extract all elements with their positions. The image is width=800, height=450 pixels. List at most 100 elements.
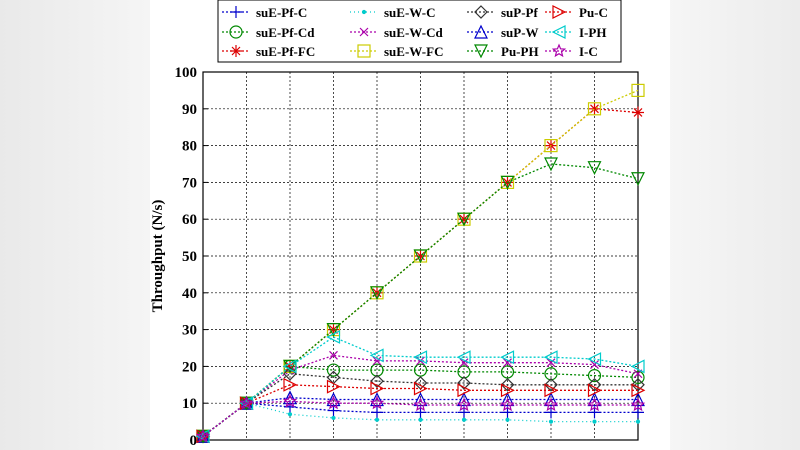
data-point bbox=[195, 428, 211, 443]
legend-label: I-C bbox=[579, 44, 598, 59]
y-tick-label: 70 bbox=[182, 175, 197, 191]
data-point bbox=[414, 250, 427, 262]
data-point bbox=[631, 83, 645, 98]
data-point bbox=[631, 383, 646, 398]
data-point bbox=[631, 392, 645, 407]
data-point bbox=[587, 352, 602, 367]
legend-swatch-marker bbox=[229, 25, 243, 39]
data-point bbox=[500, 175, 515, 190]
data-point bbox=[543, 397, 559, 412]
legend-swatch-marker bbox=[359, 27, 369, 37]
y-tick-label: 20 bbox=[182, 359, 197, 375]
data-point bbox=[500, 392, 515, 407]
series-line bbox=[202, 402, 638, 437]
y-tick-label: 60 bbox=[182, 212, 197, 228]
data-point bbox=[500, 365, 515, 379]
data-point bbox=[413, 249, 428, 264]
legend-entry: suE-Pf-FC bbox=[222, 44, 315, 59]
background-right bbox=[650, 0, 800, 450]
legend-swatch-marker bbox=[361, 9, 367, 15]
data-point bbox=[370, 374, 384, 388]
legend-label: suP-W bbox=[501, 25, 539, 40]
data-point bbox=[543, 350, 558, 365]
data-point bbox=[326, 329, 341, 344]
legend-swatch-marker bbox=[230, 6, 242, 18]
legend-entry: suE-W-FC bbox=[350, 44, 443, 59]
data-point bbox=[374, 417, 380, 422]
series-suE-W-C bbox=[200, 401, 641, 439]
data-point bbox=[544, 157, 558, 172]
data-point bbox=[457, 376, 471, 390]
legend-label: suE-Pf-C bbox=[256, 5, 307, 20]
legend-entry: suP-W bbox=[467, 24, 539, 40]
data-point bbox=[631, 172, 645, 187]
data-point bbox=[369, 348, 384, 363]
legend-label: suE-W-FC bbox=[384, 44, 443, 59]
legend-label: suP-Pf bbox=[501, 5, 539, 20]
data-point bbox=[326, 363, 341, 377]
data-point bbox=[635, 419, 641, 424]
legend-entry: suP-Pf bbox=[467, 5, 539, 20]
series-line bbox=[202, 336, 639, 437]
data-point bbox=[587, 377, 602, 392]
data-point bbox=[630, 359, 645, 374]
data-point bbox=[326, 323, 341, 337]
y-tick-label: 80 bbox=[182, 139, 197, 155]
data-point bbox=[457, 212, 471, 227]
data-point bbox=[546, 358, 556, 368]
data-point bbox=[457, 365, 471, 379]
y-tick-label: 0 bbox=[190, 433, 198, 449]
data-point bbox=[326, 395, 341, 410]
data-point bbox=[590, 360, 599, 369]
legend-label: Pu-C bbox=[579, 5, 608, 20]
data-point bbox=[413, 381, 428, 396]
data-point bbox=[500, 350, 515, 365]
data-point bbox=[413, 363, 428, 377]
y-tick-label: 100 bbox=[175, 65, 198, 81]
data-point bbox=[503, 358, 512, 368]
data-point bbox=[587, 392, 602, 407]
legend-swatch-marker bbox=[474, 44, 488, 59]
legend-swatch-marker bbox=[474, 24, 488, 39]
data-point bbox=[587, 161, 602, 176]
data-point bbox=[282, 359, 297, 374]
data-point bbox=[630, 397, 646, 412]
y-tick-label: 40 bbox=[182, 286, 197, 302]
legend-swatch-marker bbox=[230, 45, 242, 57]
series-line bbox=[202, 384, 638, 437]
legend-swatch-marker bbox=[551, 25, 566, 39]
series-I-C bbox=[195, 393, 646, 443]
data-point bbox=[284, 360, 296, 373]
data-point bbox=[587, 102, 602, 116]
y-tick-label: 30 bbox=[182, 323, 197, 339]
data-point bbox=[371, 406, 383, 419]
data-point bbox=[544, 392, 558, 407]
data-point bbox=[461, 417, 467, 422]
legend-label: suE-W-C bbox=[384, 5, 436, 20]
series-suE-W-Cd bbox=[198, 350, 643, 441]
y-tick-label: 90 bbox=[182, 102, 197, 118]
legend-entry: suE-Pf-Cd bbox=[222, 25, 315, 40]
data-point bbox=[413, 397, 428, 412]
data-point bbox=[631, 370, 645, 385]
data-point bbox=[283, 359, 297, 374]
data-point bbox=[413, 350, 428, 365]
data-point bbox=[287, 412, 293, 417]
data-point bbox=[370, 286, 384, 301]
legend-label: suE-Pf-Cd bbox=[256, 25, 315, 40]
legend-label: suE-W-Cd bbox=[384, 25, 444, 40]
legend: suE-Pf-C suE-Pf-Cd suE-Pf-FC suE-W-C suE-W-C… bbox=[217, 0, 622, 63]
data-point bbox=[500, 397, 515, 412]
data-point bbox=[456, 397, 472, 412]
legend-entry: Pu-PH bbox=[467, 44, 539, 59]
series-line bbox=[202, 373, 638, 437]
legend-swatch-marker bbox=[551, 43, 567, 58]
data-point bbox=[587, 383, 602, 398]
data-point bbox=[587, 397, 602, 412]
series-line bbox=[202, 400, 638, 437]
data-point bbox=[239, 395, 254, 410]
data-point bbox=[457, 383, 472, 398]
data-point bbox=[458, 213, 470, 226]
y-axis-label: Throughput (N/s) bbox=[150, 200, 166, 313]
